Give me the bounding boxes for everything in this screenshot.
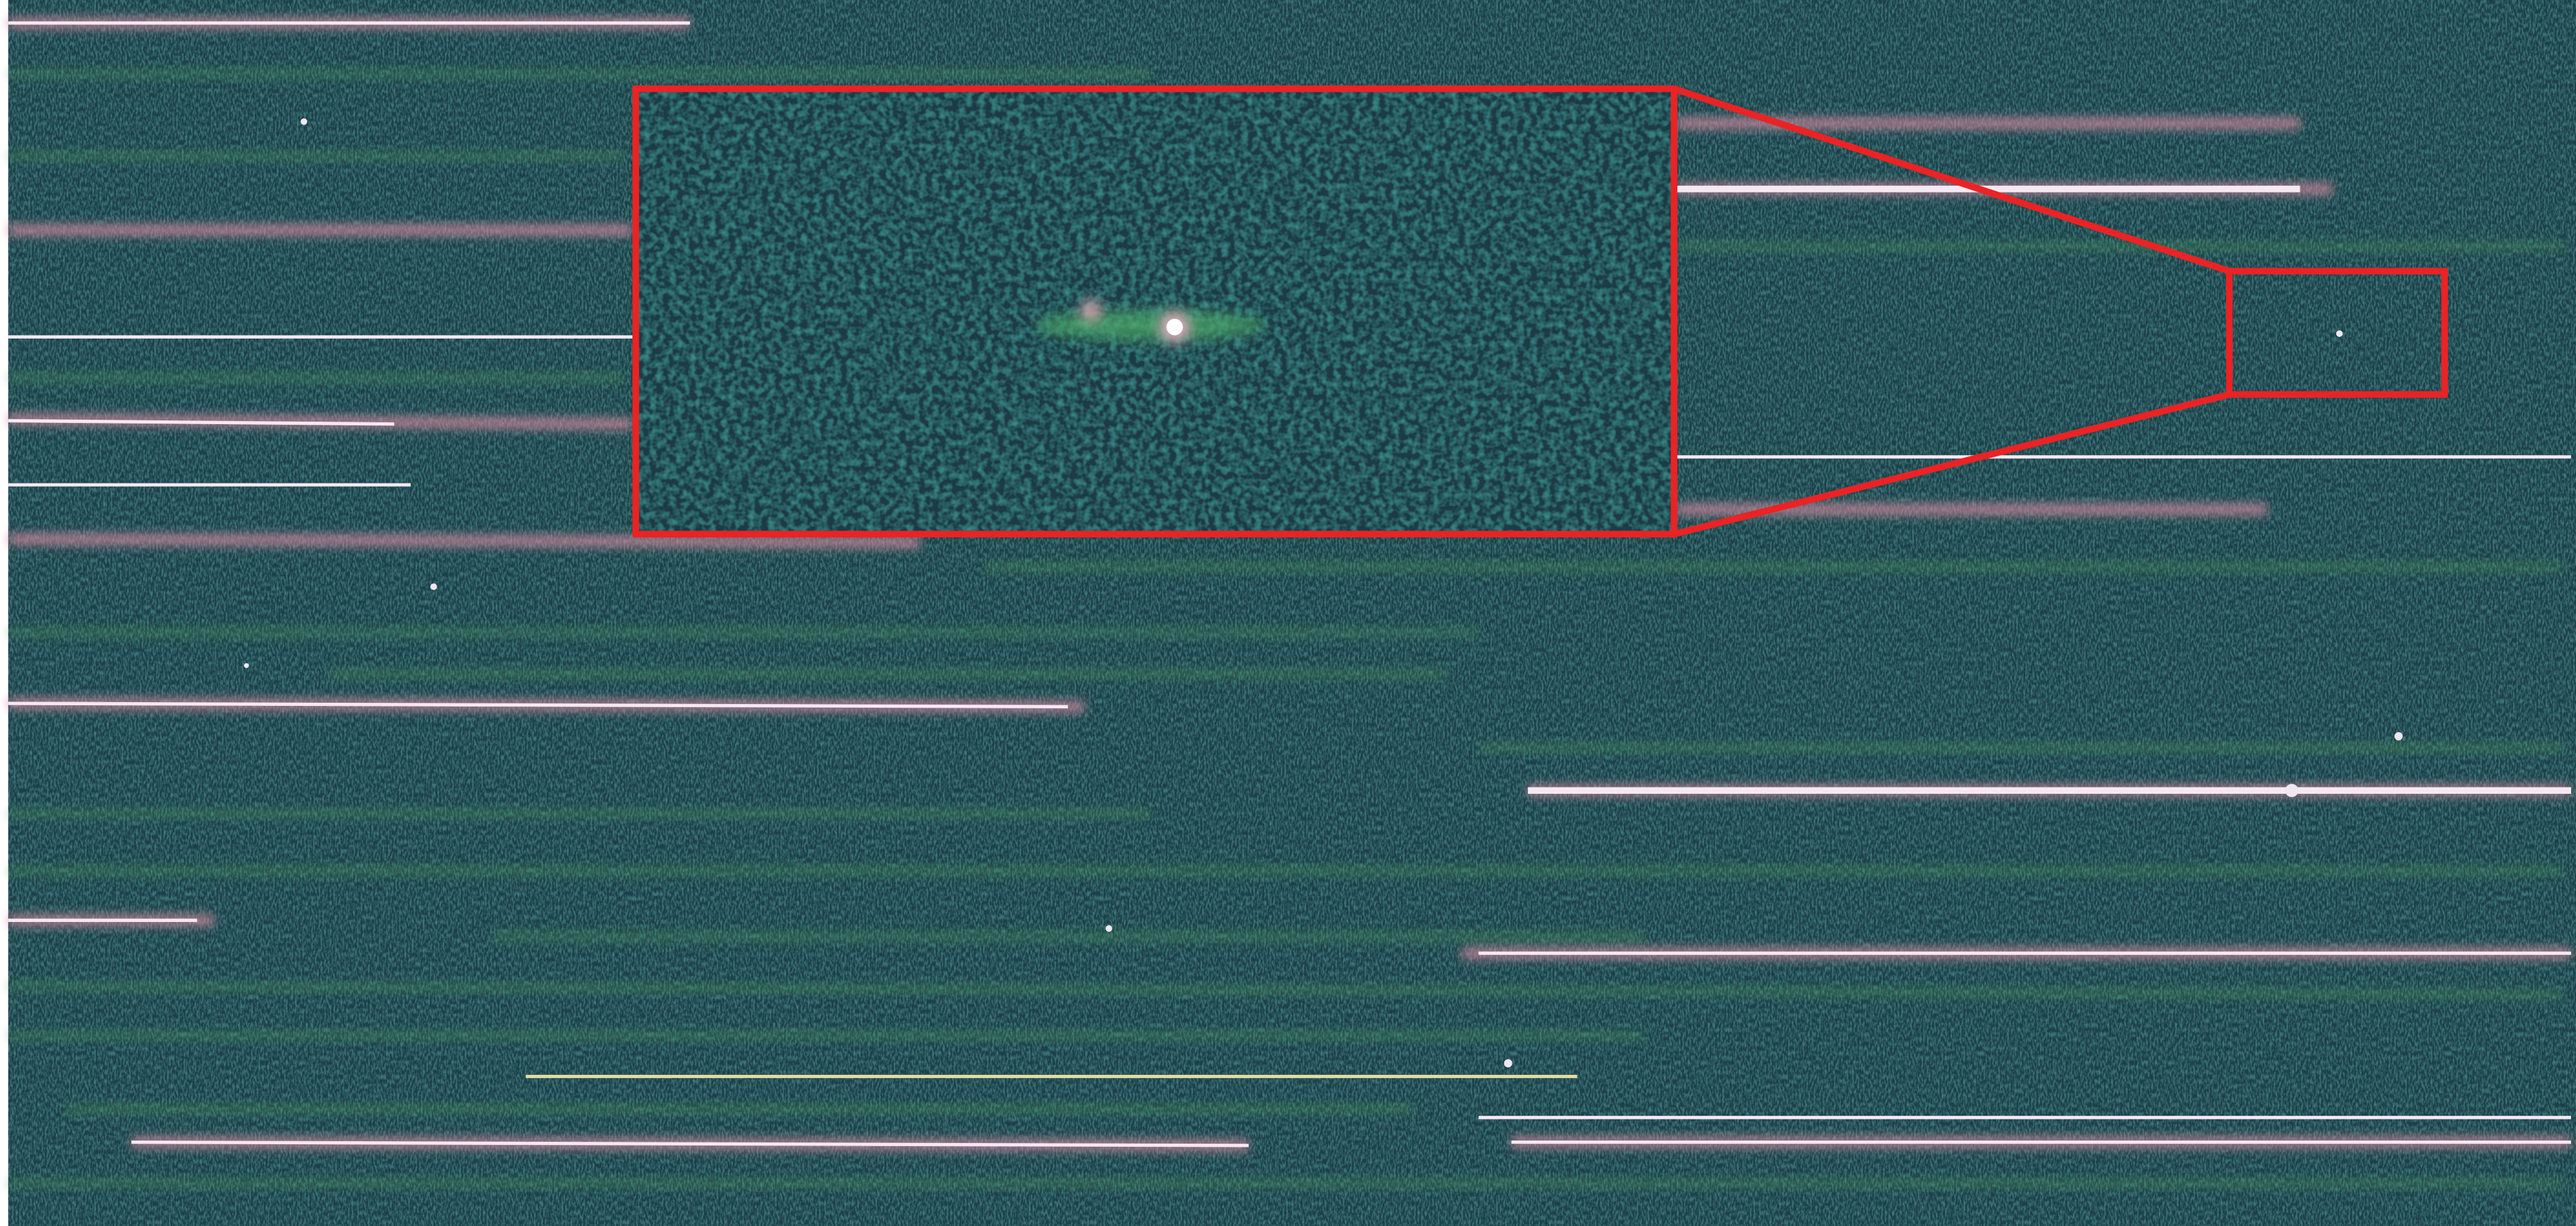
star	[244, 663, 249, 668]
streak-glow	[8, 539, 920, 542]
star	[1106, 925, 1112, 932]
star	[430, 583, 437, 590]
galaxy-halo	[1035, 311, 1265, 341]
page: Astronomical image with zoom inset {} ht…	[0, 0, 2576, 1226]
star	[2286, 784, 2299, 797]
image-border	[0, 0, 8, 1226]
target-galaxy	[2336, 330, 2343, 337]
sky-image	[0, 0, 2576, 1226]
page-body	[0, 0, 2576, 1226]
star	[2395, 732, 2403, 740]
star	[1504, 1059, 1512, 1067]
star	[300, 118, 307, 125]
galaxy-knot	[1081, 301, 1101, 321]
zoom-inset	[635, 89, 1674, 534]
galaxy-core	[1166, 319, 1183, 336]
